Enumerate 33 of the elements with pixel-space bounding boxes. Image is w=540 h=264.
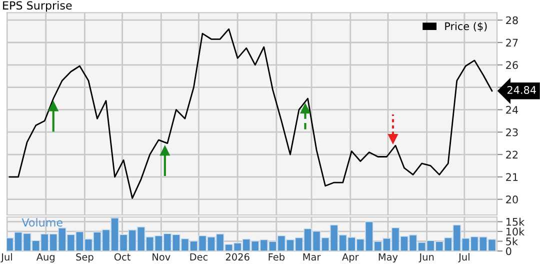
y-tick-label: 26: [506, 61, 518, 70]
data-label: 24.84: [507, 86, 536, 94]
point: [48, 101, 58, 112]
point: [160, 146, 170, 156]
x-tick-label: Dec: [190, 253, 208, 261]
y-tick-label: 22: [506, 150, 518, 158]
y-tick-label: 10k: [506, 228, 525, 236]
legend-label: Price ($): [445, 22, 487, 32]
series-label: Volume: [22, 218, 62, 227]
x-tick-label: Jul: [0, 253, 12, 262]
x-tick-label: Sep: [76, 253, 94, 262]
y-tick-label: 27: [506, 38, 518, 46]
point: [300, 104, 310, 114]
chart-title: EPS Surprise: [3, 1, 72, 12]
x-tick-label: Aug: [36, 253, 54, 262]
y-tick-label: 21: [506, 173, 518, 181]
y-tick-label: 24: [506, 106, 518, 114]
y-tick-label: 5k: [506, 237, 518, 246]
y-tick-label: 15k: [506, 218, 525, 226]
y-tick-label: 23: [506, 128, 518, 136]
y-tick-label: 28: [506, 16, 518, 24]
x-tick-label: Jun: [418, 253, 434, 262]
y-tick-label: 20: [506, 196, 518, 204]
point: [388, 134, 398, 144]
x-tick-label: May: [378, 253, 398, 262]
y-tick-label: 0: [506, 247, 512, 256]
x-tick-label: 2026: [226, 253, 250, 261]
x-tick-label: Oct: [114, 253, 130, 261]
x-tick-label: Feb: [268, 253, 285, 261]
x-tick-label: Nov: [152, 253, 170, 261]
x-tick-label: Apr: [342, 253, 359, 262]
x-tick-label: Mar: [303, 253, 321, 261]
x-tick-label: Jul: [458, 253, 470, 262]
